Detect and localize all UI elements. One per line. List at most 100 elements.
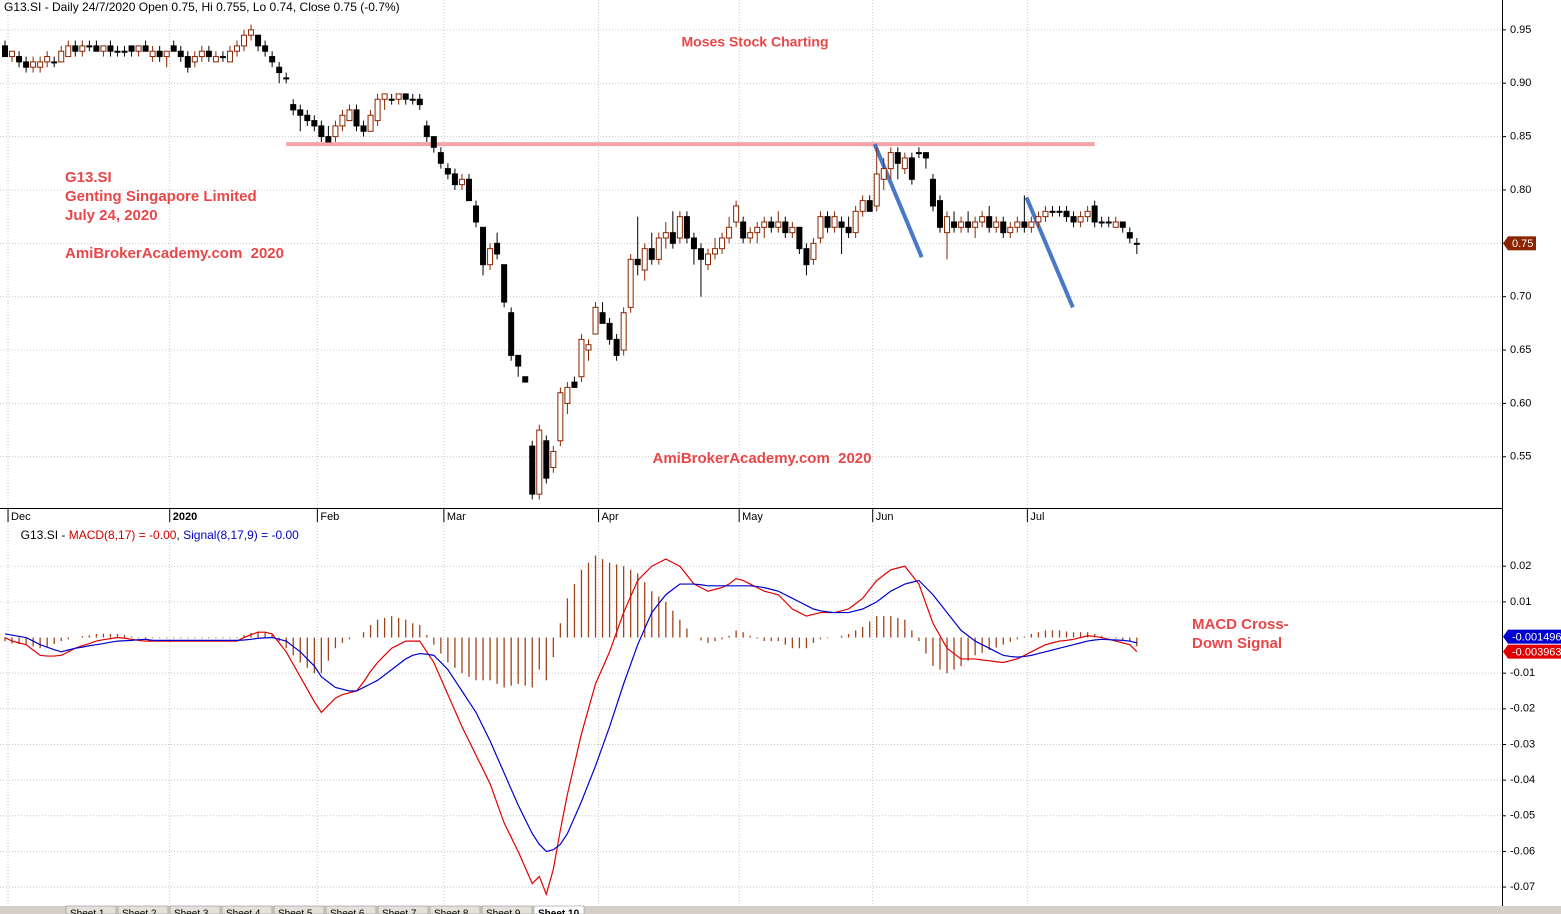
sheet-tab xyxy=(533,905,585,914)
candle-body xyxy=(290,104,297,111)
sheet-tabs: Sheet 1 Sheet 2 Sheet 3 Sheet 4 Sheet 5 Sheet… xyxy=(65,905,585,914)
y-tick-label: -0.06 xyxy=(1510,845,1535,857)
sheet-tab xyxy=(481,905,533,914)
title-part: MACD(8,17) = -0.00 xyxy=(69,528,177,542)
candle-body xyxy=(142,45,149,52)
candle-body xyxy=(634,258,641,266)
candle-body xyxy=(16,56,23,63)
candle-body xyxy=(177,50,184,58)
candle-body xyxy=(951,221,958,228)
candle-body xyxy=(761,221,768,228)
candle-body xyxy=(149,50,156,58)
candle-body xyxy=(873,173,880,207)
candle-body xyxy=(1000,221,1007,234)
sheet-tab-label: Sheet 9 xyxy=(486,909,521,914)
candle-body xyxy=(332,125,339,138)
candle-body xyxy=(318,125,325,138)
value-badge-label: 0.75 xyxy=(1512,238,1533,250)
candle-body xyxy=(564,386,571,404)
sheet-tab-label: Sheet 2 xyxy=(122,909,157,914)
candle-body xyxy=(571,381,578,388)
candle-body xyxy=(515,354,522,367)
annotation: Moses Stock Charting xyxy=(681,34,828,50)
candle-body xyxy=(1021,221,1028,228)
macd-line xyxy=(4,558,1138,897)
sheet-tab-label: Sheet 1 xyxy=(70,909,105,914)
grid xyxy=(0,0,1506,906)
candle-body xyxy=(958,221,965,228)
candle-body xyxy=(465,178,472,202)
candle-body xyxy=(156,50,163,58)
candle-body xyxy=(662,232,669,239)
candle-body xyxy=(817,216,824,239)
candle-body xyxy=(859,200,866,212)
candle-body xyxy=(690,237,697,250)
candle-body xyxy=(641,248,648,271)
candle-body xyxy=(353,109,360,127)
candle-body xyxy=(733,205,740,223)
candle-body xyxy=(233,45,240,52)
candle-body xyxy=(838,221,845,228)
candle-body xyxy=(965,221,972,228)
value-badge xyxy=(1508,629,1561,644)
candle-body xyxy=(241,34,248,47)
candle-body xyxy=(754,226,761,234)
candle-body xyxy=(226,50,233,63)
candle-body xyxy=(1028,221,1035,228)
macd-title: G13.SI - MACD(8,17) = -0.00, Signal(8,17… xyxy=(4,528,309,542)
candle-body xyxy=(205,50,212,58)
candle-body xyxy=(346,109,353,122)
annotation: AmiBrokerAcademy.com 2020 xyxy=(653,450,872,467)
candle-body xyxy=(796,226,803,250)
candle-body xyxy=(936,200,943,228)
candle-body xyxy=(1119,221,1126,228)
title-part: , xyxy=(176,528,183,542)
candle-body xyxy=(676,216,683,239)
candle-body xyxy=(325,136,332,143)
candle-body xyxy=(437,152,444,164)
candle-body xyxy=(726,226,733,239)
value-badge-label: -0.003963 xyxy=(1512,647,1561,659)
candle-body xyxy=(339,114,346,127)
candle-body xyxy=(824,216,831,228)
sheet-tab-label: Sheet 8 xyxy=(434,909,469,914)
y-tick-label: -0.07 xyxy=(1510,881,1535,893)
candle-body xyxy=(494,242,501,255)
candle-body xyxy=(775,221,782,228)
macd-line xyxy=(4,579,1137,853)
candle-body xyxy=(894,152,901,164)
candle-body xyxy=(810,242,817,260)
candle-body xyxy=(543,440,550,479)
candle-body xyxy=(803,248,810,266)
title-part: G13.SI - xyxy=(21,528,69,542)
candle-body xyxy=(395,93,402,100)
y-tick-label: 0.02 xyxy=(1510,560,1531,572)
candle-body xyxy=(1105,221,1112,224)
candle-body xyxy=(522,376,529,383)
candle-body xyxy=(908,157,915,180)
x-tick-label: Feb xyxy=(320,511,339,523)
candle-body xyxy=(44,56,51,63)
candle-body xyxy=(51,61,58,64)
candle-body xyxy=(1112,221,1119,228)
candle-body xyxy=(58,50,65,63)
candle-body xyxy=(648,248,655,260)
candle-body xyxy=(248,29,255,36)
y-tick-label: 0.95 xyxy=(1510,24,1531,36)
candle-body xyxy=(901,157,908,170)
sheet-tab-label: Sheet 7 xyxy=(382,909,417,914)
candle-body xyxy=(599,312,606,324)
y-tick-label: 0.55 xyxy=(1510,451,1531,463)
candle-body xyxy=(1070,216,1077,223)
candle-body xyxy=(374,98,381,122)
candle-body xyxy=(72,45,79,52)
candle-body xyxy=(1042,210,1049,218)
candle-body xyxy=(430,136,437,148)
candle-body xyxy=(880,168,887,180)
candle-body xyxy=(444,168,451,175)
candle-body xyxy=(423,125,430,138)
candle-body xyxy=(458,178,465,186)
candle-body xyxy=(1091,205,1098,223)
candle-body xyxy=(606,322,613,340)
x-tick-label: Dec xyxy=(11,511,31,523)
